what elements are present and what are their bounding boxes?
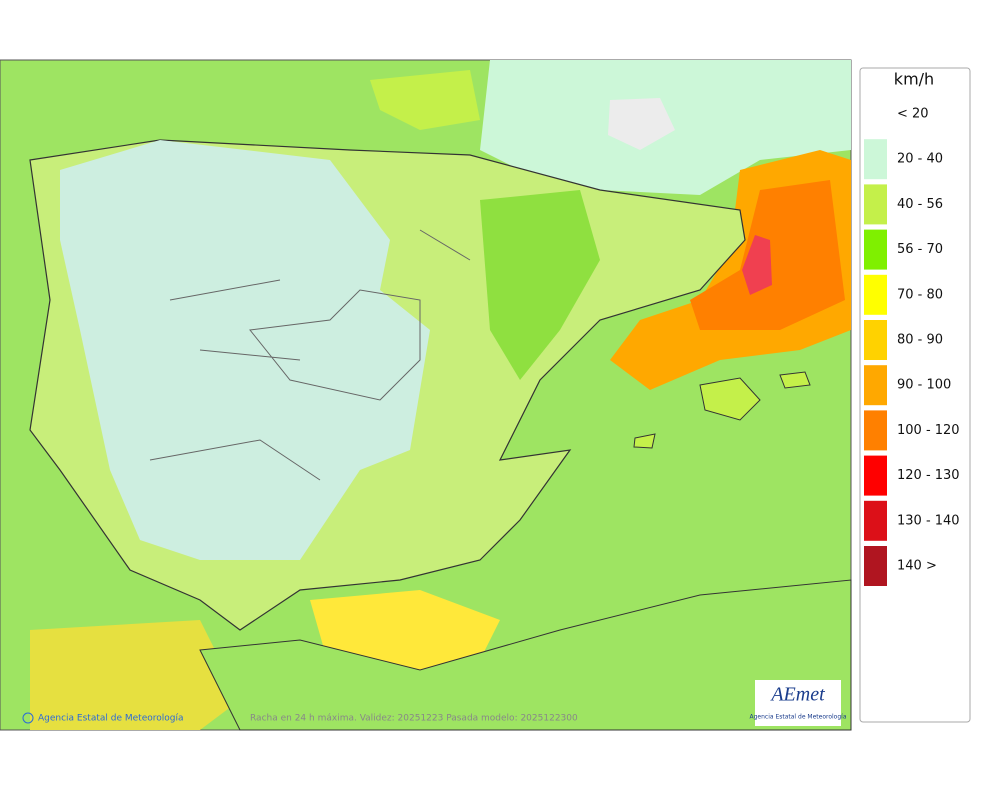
legend-swatch (864, 184, 887, 225)
caption: Racha en 24 h máxima. Validez: 20251223 … (250, 714, 578, 724)
logo-subtitle: Agencia Estatal de Meteorología (750, 714, 847, 721)
legend-label: 70 - 80 (897, 287, 943, 302)
island (699, 377, 761, 421)
legend-label: 40 - 56 (897, 197, 943, 212)
legend: km/h < 20 20 - 40 40 - 56 56 - 70 70 - 80 80 … (859, 67, 971, 723)
wind-area (30, 620, 240, 730)
copyright-icon (22, 712, 34, 724)
island (633, 433, 656, 449)
legend-swatch (864, 455, 887, 496)
calm-area (60, 140, 430, 560)
logo-box (755, 680, 841, 726)
legend-swatch (864, 500, 887, 541)
legend-swatch (864, 365, 887, 406)
island (779, 371, 811, 389)
wind-area (370, 70, 480, 130)
legend-label: < 20 (897, 107, 929, 122)
legend-swatch (864, 410, 887, 451)
legend-label: 20 - 40 (897, 152, 943, 167)
map (0, 59, 852, 731)
legend-label: 120 - 130 (897, 468, 960, 483)
logo-name: AEmet (769, 684, 825, 706)
wind-area (480, 190, 600, 380)
legend-swatch (864, 139, 887, 180)
legend-swatch (864, 229, 887, 270)
credit: Agencia Estatal de Meteorología (38, 714, 184, 724)
legend-label: 100 - 120 (897, 423, 960, 438)
legend-swatch (864, 320, 887, 360)
legend-swatch (864, 94, 887, 134)
legend-label: 140 > (897, 559, 937, 574)
legend-box (859, 67, 971, 723)
footer: Agencia Estatal de Meteorología Racha en… (22, 680, 847, 726)
legend-label: 80 - 90 (897, 333, 943, 348)
legend-label: 130 - 140 (897, 513, 960, 528)
legend-swatch (864, 546, 887, 586)
wind-area (742, 235, 772, 295)
legend-swatch (864, 274, 887, 315)
calm-area (608, 98, 675, 150)
legend-label: 90 - 100 (897, 378, 951, 393)
africa (199, 579, 852, 731)
legend-label: 56 - 70 (897, 242, 943, 257)
borders (149, 229, 471, 481)
legend-title: km/h (894, 70, 934, 89)
